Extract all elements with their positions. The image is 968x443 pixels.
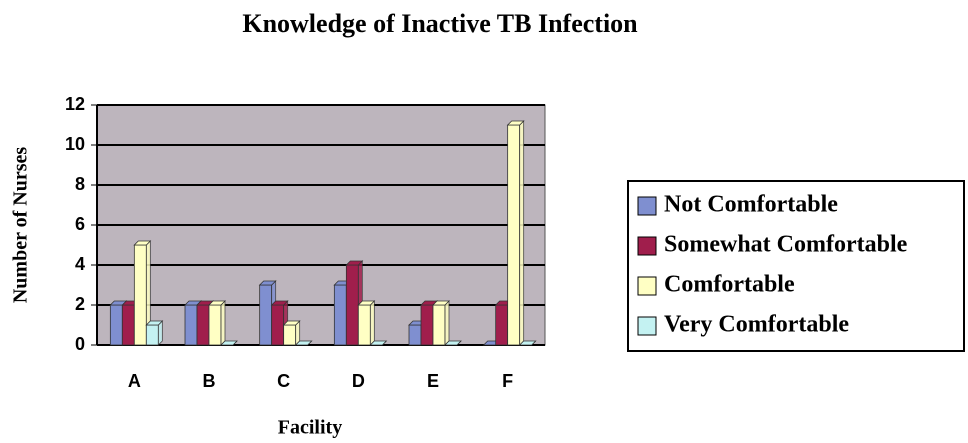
y-tick-label: 12 <box>65 94 85 114</box>
bar <box>208 304 222 346</box>
bar <box>184 304 198 346</box>
bar-top <box>133 240 152 246</box>
bar-top <box>220 340 238 346</box>
legend-swatch <box>637 196 657 216</box>
legend-label: Comfortable <box>664 272 795 298</box>
bar-side <box>369 300 375 346</box>
bar <box>283 324 297 346</box>
bar-top <box>270 300 289 306</box>
x-tick-label: B <box>203 371 216 391</box>
bar <box>259 284 273 346</box>
legend-swatch <box>637 236 657 256</box>
legend-swatch <box>637 316 657 336</box>
y-tick-label: 0 <box>75 334 85 354</box>
bar <box>133 244 147 346</box>
bar-top <box>258 280 277 286</box>
bar-side <box>220 300 226 346</box>
x-tick-label: F <box>502 371 513 391</box>
x-tick-label: C <box>277 371 290 391</box>
bar-top <box>345 260 364 266</box>
bar-side <box>519 120 525 346</box>
legend-label: Somewhat Comfortable <box>664 232 908 258</box>
bar-top <box>282 320 301 326</box>
legend-swatch <box>637 276 657 296</box>
x-tick-label: E <box>427 371 439 391</box>
y-tick-label: 6 <box>75 214 85 234</box>
legend-label: Not Comfortable <box>664 192 838 218</box>
chart-title: Knowledge of Inactive TB Infection <box>242 9 638 38</box>
y-tick-label: 4 <box>75 254 85 274</box>
bar <box>432 304 446 346</box>
x-tick-label: A <box>128 371 141 391</box>
bar-top <box>506 120 525 126</box>
bar <box>345 264 359 346</box>
y-axis-label: Number of Nurses <box>10 147 32 304</box>
x-axis-label: Facility <box>278 417 342 439</box>
x-tick-label: D <box>352 371 365 391</box>
bar <box>408 324 422 346</box>
bar <box>333 284 347 346</box>
bar-top <box>369 340 388 346</box>
bar-top <box>444 340 462 346</box>
bar-top <box>208 300 226 306</box>
bar <box>357 304 371 346</box>
bar <box>271 304 285 346</box>
y-tick-label: 2 <box>75 294 85 314</box>
bar-top <box>518 340 537 346</box>
bar <box>196 304 210 346</box>
bar <box>420 304 434 346</box>
bar-side <box>444 300 450 346</box>
bar-top <box>357 300 376 306</box>
bar-top <box>294 340 313 346</box>
y-tick-label: 8 <box>75 174 85 194</box>
bar-top <box>145 320 164 326</box>
legend-label: Very Comfortable <box>664 312 849 338</box>
bar <box>495 304 509 346</box>
bar-top <box>432 300 450 306</box>
bar <box>109 304 123 346</box>
legend <box>627 180 965 352</box>
bar <box>145 324 159 346</box>
y-tick-label: 10 <box>65 134 85 154</box>
bar <box>121 304 135 346</box>
bar <box>507 124 521 346</box>
